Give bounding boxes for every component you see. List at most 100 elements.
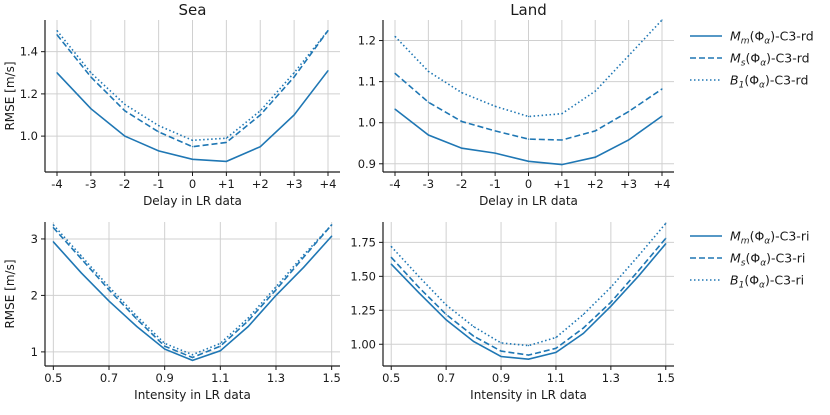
data-point (527, 358, 530, 360)
x-tick-label: 1.1 (547, 371, 565, 385)
y-tick-label: 0.9 (358, 157, 376, 171)
y-tick-label: 3 (31, 232, 38, 246)
data-point (500, 342, 502, 344)
data-point (394, 108, 396, 110)
data-point (527, 354, 530, 356)
data-point (247, 325, 249, 328)
data-point (427, 70, 429, 72)
legend-label-sub: s (741, 259, 746, 269)
data-point (136, 325, 138, 328)
data-point (331, 224, 333, 226)
legend-label-base: B (730, 273, 739, 288)
data-point (461, 92, 463, 94)
data-point (219, 342, 221, 345)
legend-label-sub: 1 (739, 81, 745, 91)
data-point (259, 146, 261, 148)
data-point (158, 124, 160, 127)
data-point (164, 345, 166, 347)
data-point (527, 345, 530, 347)
data-point (191, 158, 194, 160)
y-tick-label: 1.0 (20, 129, 38, 143)
data-point (661, 88, 663, 90)
data-point (594, 130, 596, 132)
series-line-dotted (52, 224, 333, 356)
y-tick-label: 1.25 (350, 303, 376, 317)
legend-label-base: B (730, 73, 739, 88)
legend-label-base: M (730, 251, 741, 266)
data-point (445, 319, 447, 321)
legend-label-suffix: (Φ (746, 251, 761, 266)
data-point (158, 150, 160, 152)
data-point (136, 315, 138, 317)
data-point (247, 320, 249, 322)
legend-label-suffix: (Φ (746, 51, 761, 66)
data-point (275, 294, 277, 297)
y-tick-label: 1.75 (350, 235, 376, 249)
x-tick-label: 0.9 (492, 371, 510, 385)
x-tick-label: +4 (320, 177, 337, 191)
data-point (124, 103, 126, 106)
chart-title: Sea (179, 1, 207, 19)
y-tick-label: 1.2 (358, 34, 376, 48)
data-point (164, 348, 166, 350)
data-point (52, 227, 54, 229)
data-point (259, 110, 261, 112)
data-point (527, 115, 530, 118)
x-tick-label: +1 (553, 177, 570, 191)
legend-label-tail: )-C3-ri (766, 251, 805, 266)
data-point (56, 29, 58, 32)
data-point (275, 289, 277, 291)
data-point (582, 332, 585, 334)
data-point (219, 350, 221, 352)
x-tick-label: 0.7 (437, 371, 455, 385)
y-tick-label: 1.50 (350, 269, 376, 283)
x-tick-label: -2 (119, 177, 130, 191)
series-line-dotted (394, 19, 663, 118)
data-point (191, 359, 194, 361)
data-point (582, 327, 585, 329)
y-tick-label: 1.00 (350, 337, 376, 351)
data-point (628, 55, 630, 57)
data-point (594, 90, 596, 92)
legend-label: Mm(Φα)-C3-rd (730, 29, 814, 47)
data-point (390, 263, 392, 265)
legend-label-base: M (730, 51, 741, 66)
data-point (331, 235, 333, 237)
x-tick-label: 0.9 (156, 371, 174, 385)
data-point (561, 139, 563, 141)
data-point (293, 114, 295, 116)
x-tick-label: -4 (51, 177, 62, 191)
series-line-dashed (56, 30, 329, 148)
x-tick-label: 0.5 (382, 371, 400, 385)
data-point (527, 160, 530, 162)
series-line-solid (52, 235, 333, 362)
x-tick-label: 1.1 (211, 371, 229, 385)
data-point (158, 131, 160, 133)
data-point (610, 286, 612, 288)
data-point (90, 76, 92, 78)
data-point (494, 130, 496, 132)
y-tick-label: 1.4 (20, 45, 38, 59)
legend-label-base: M (730, 29, 741, 44)
chart-panel-4: 0.5 0.7 0.9 1.1 1.3 1.5 1.00 1.25 1.50 1.75 Intens… (350, 222, 675, 402)
data-point (394, 35, 396, 38)
data-point (90, 108, 92, 110)
data-point (561, 113, 563, 115)
legend-label-alpha: α (760, 59, 766, 69)
data-point (56, 72, 58, 74)
data-point (494, 152, 496, 154)
data-point (327, 70, 329, 72)
legend-label-suffix: (Φ (750, 229, 765, 244)
x-axis-label: Intensity in LR data (470, 388, 587, 402)
data-point (80, 258, 82, 260)
data-point (472, 340, 475, 343)
data-point (80, 255, 82, 257)
data-point (327, 29, 329, 32)
legend-label: B1(Φα)-C3-ri (730, 273, 804, 291)
data-point (293, 76, 295, 78)
data-point (259, 114, 261, 116)
data-point (418, 292, 420, 294)
series-line-solid (390, 243, 667, 361)
legend-label-suffix: (Φ (750, 29, 765, 44)
